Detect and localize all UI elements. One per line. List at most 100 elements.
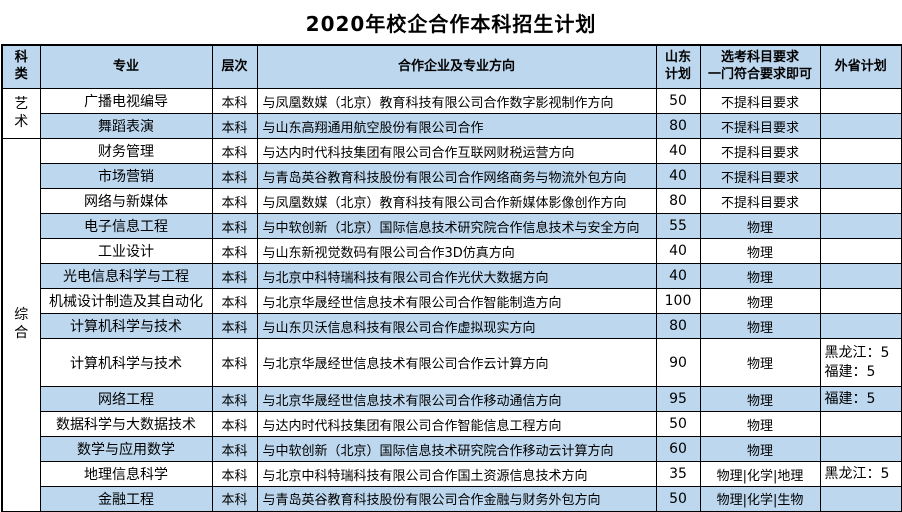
header-level: 层次 [211,44,258,89]
cell-subject-requirement: 不提科目要求 [699,188,821,214]
cell-level: 本科 [211,213,258,239]
cell-major: 计算机科学与技术 [39,338,213,387]
cell-level: 本科 [211,88,258,114]
cell-major: 地理信息科学 [39,461,213,487]
cell-subject-requirement: 不提科目要求 [699,113,821,139]
cell-partner-direction: 与北京华晟经世信息技术有限公司合作智能制造方向 [256,288,657,314]
cell-out-province-plan [819,188,902,214]
cell-subject-requirement: 物理|化学|地理 [699,461,821,487]
cell-partner-direction: 与达内时代科技集团有限公司合作智能信息工程方向 [256,411,657,437]
cell-shandong-plan: 40 [655,163,701,189]
table-row: 机械设计制造及其自动化 本科 与北京华晟经世信息技术有限公司合作智能制造方向 100 物… [2,288,902,314]
cell-out-province-plan [819,411,902,437]
cell-out-province-plan: 福建：5 [819,386,902,412]
table-row: 计算机科学与技术 本科 与山东贝沃信息科技有限公司合作虚拟现实方向 80 物理 [2,313,902,339]
cell-shandong-plan: 90 [655,338,701,387]
table-row: 电子信息工程 本科 与中软创新（北京）国际信息技术研究院合作信息技术与安全方向 55 物… [2,213,902,239]
cell-shandong-plan: 100 [655,288,701,314]
cell-partner-direction: 与山东高翔通用航空股份有限公司合作 [256,113,657,139]
cell-level: 本科 [211,288,258,314]
cell-level: 本科 [211,188,258,214]
table-row: 金融工程 本科 与青岛英谷教育科技股份有限公司合作金融与财务外包方向 50 物理|化学|… [2,486,902,512]
cell-shandong-plan: 80 [655,313,701,339]
cell-partner-direction: 与青岛英谷教育科技股份有限公司合作网络商务与物流外包方向 [256,163,657,189]
cell-shandong-plan: 40 [655,238,701,264]
table-row: 数学与应用数学 本科 与中软创新（北京）国际信息技术研究院合作移动云计算方向 60 物理 [2,436,902,462]
table-row: 舞蹈表演 本科 与山东高翔通用航空股份有限公司合作 80 不提科目要求 [2,113,902,139]
cell-level: 本科 [211,386,258,412]
cell-partner-direction: 与中软创新（北京）国际信息技术研究院合作移动云计算方向 [256,436,657,462]
cell-out-province-plan [819,263,902,289]
cell-partner-direction: 与山东新视觉数码有限公司合作3D仿真方向 [256,238,657,264]
cell-subject-requirement: 不提科目要求 [699,138,821,164]
cell-partner-direction: 与凤凰数媒（北京）教育科技有限公司合作新媒体影像创作方向 [256,188,657,214]
table-row: 数据科学与大数据技术 本科 与达内时代科技集团有限公司合作智能信息工程方向 50 物理 [2,411,902,437]
cell-major: 金融工程 [39,486,213,512]
category-cell: 综 合 [1,138,41,512]
cell-shandong-plan: 40 [655,138,701,164]
cell-subject-requirement: 物理 [699,313,821,339]
cell-major: 舞蹈表演 [39,113,213,139]
page-title: 2020年校企合作本科招生计划 [305,12,597,36]
cell-partner-direction: 与凤凰数媒（北京）教育科技有限公司合作数字影视制作方向 [256,88,657,114]
table-row: 网络与新媒体 本科 与凤凰数媒（北京）教育科技有限公司合作新媒体影像创作方向 80 不提… [2,188,902,214]
header-major: 专业 [39,44,213,89]
cell-level: 本科 [211,411,258,437]
cell-major: 市场营销 [39,163,213,189]
cell-partner-direction: 与中软创新（北京）国际信息技术研究院合作信息技术与安全方向 [256,213,657,239]
cell-subject-requirement: 物理 [699,213,821,239]
cell-subject-requirement: 不提科目要求 [699,88,821,114]
cell-shandong-plan: 95 [655,386,701,412]
cell-level: 本科 [211,263,258,289]
table-row: 综 合财务管理 本科 与达内时代科技集团有限公司合作互联网财税运营方向 40 不提科目要… [1,138,902,512]
cell-subject-requirement: 不提科目要求 [699,163,821,189]
cell-partner-direction: 与北京中科特瑞科技有限公司合作光伏大数据方向 [256,263,657,289]
cell-subject-requirement: 物理 [699,386,821,412]
cell-level: 本科 [211,313,258,339]
cell-out-province-plan [819,436,902,462]
cell-level: 本科 [211,238,258,264]
cell-shandong-plan: 35 [655,461,701,487]
cell-shandong-plan: 50 [655,486,701,512]
cell-out-province-plan [819,238,902,264]
cell-major: 数据科学与大数据技术 [39,411,213,437]
cell-major: 光电信息科学与工程 [39,263,213,289]
cell-major: 机械设计制造及其自动化 [39,288,213,314]
table-row: 网络工程 本科 与北京华晟经世信息技术有限公司合作移动通信方向 95 物理 福建：5 [2,386,902,412]
cell-shandong-plan: 50 [655,411,701,437]
cell-subject-requirement: 物理|化学|生物 [699,486,821,512]
cell-shandong-plan: 80 [655,188,701,214]
cell-subject-requirement: 物理 [699,288,821,314]
cell-subject-requirement: 物理 [699,338,821,387]
cell-partner-direction: 与北京华晟经世信息技术有限公司合作移动通信方向 [256,386,657,412]
cell-subject-requirement: 物理 [699,436,821,462]
table-row: 光电信息科学与工程 本科 与北京中科特瑞科技有限公司合作光伏大数据方向 40 物理 [2,263,902,289]
cell-out-province-plan [819,313,902,339]
cell-level: 本科 [211,436,258,462]
cell-out-province-plan [819,288,902,314]
cell-major: 数学与应用数学 [39,436,213,462]
cell-subject-requirement: 物理 [699,263,821,289]
header-out-province-plan: 外省计划 [819,44,902,89]
cell-major: 计算机科学与技术 [39,313,213,339]
cell-major: 网络工程 [39,386,213,412]
table-body: 艺 术广播电视编导 本科 与凤凰数媒（北京）教育科技有限公司合作数字影视制作方向 50… [1,88,902,512]
table-row: 市场营销 本科 与青岛英谷教育科技股份有限公司合作网络商务与物流外包方向 40 不提科目… [2,163,902,189]
cell-major: 网络与新媒体 [39,188,213,214]
enrollment-plan-table: 科 类 专业 层次 合作企业及专业方向 山东 计划 选考科目要求 一门符合要求即… [1,44,902,512]
header-shandong-plan: 山东 计划 [655,44,701,89]
table-row: 计算机科学与技术 本科 与北京华晟经世信息技术有限公司合作云计算方向 90 物理 黑龙江：… [2,338,902,387]
cell-subject-requirement: 物理 [699,411,821,437]
table-row: 工业设计 本科 与山东新视觉数码有限公司合作3D仿真方向 40 物理 [2,238,902,264]
category-cell: 艺 术 [1,88,41,139]
cell-shandong-plan: 55 [655,213,701,239]
cell-level: 本科 [211,138,258,164]
cell-out-province-plan [819,163,902,189]
cell-partner-direction: 与达内时代科技集团有限公司合作互联网财税运营方向 [256,138,657,164]
cell-out-province-plan [819,138,902,164]
cell-shandong-plan: 50 [655,88,701,114]
cell-shandong-plan: 60 [655,436,701,462]
cell-out-province-plan: 黑龙江：5 [819,461,902,487]
cell-level: 本科 [211,461,258,487]
cell-partner-direction: 与北京中科特瑞科技有限公司合作国土资源信息技术方向 [256,461,657,487]
